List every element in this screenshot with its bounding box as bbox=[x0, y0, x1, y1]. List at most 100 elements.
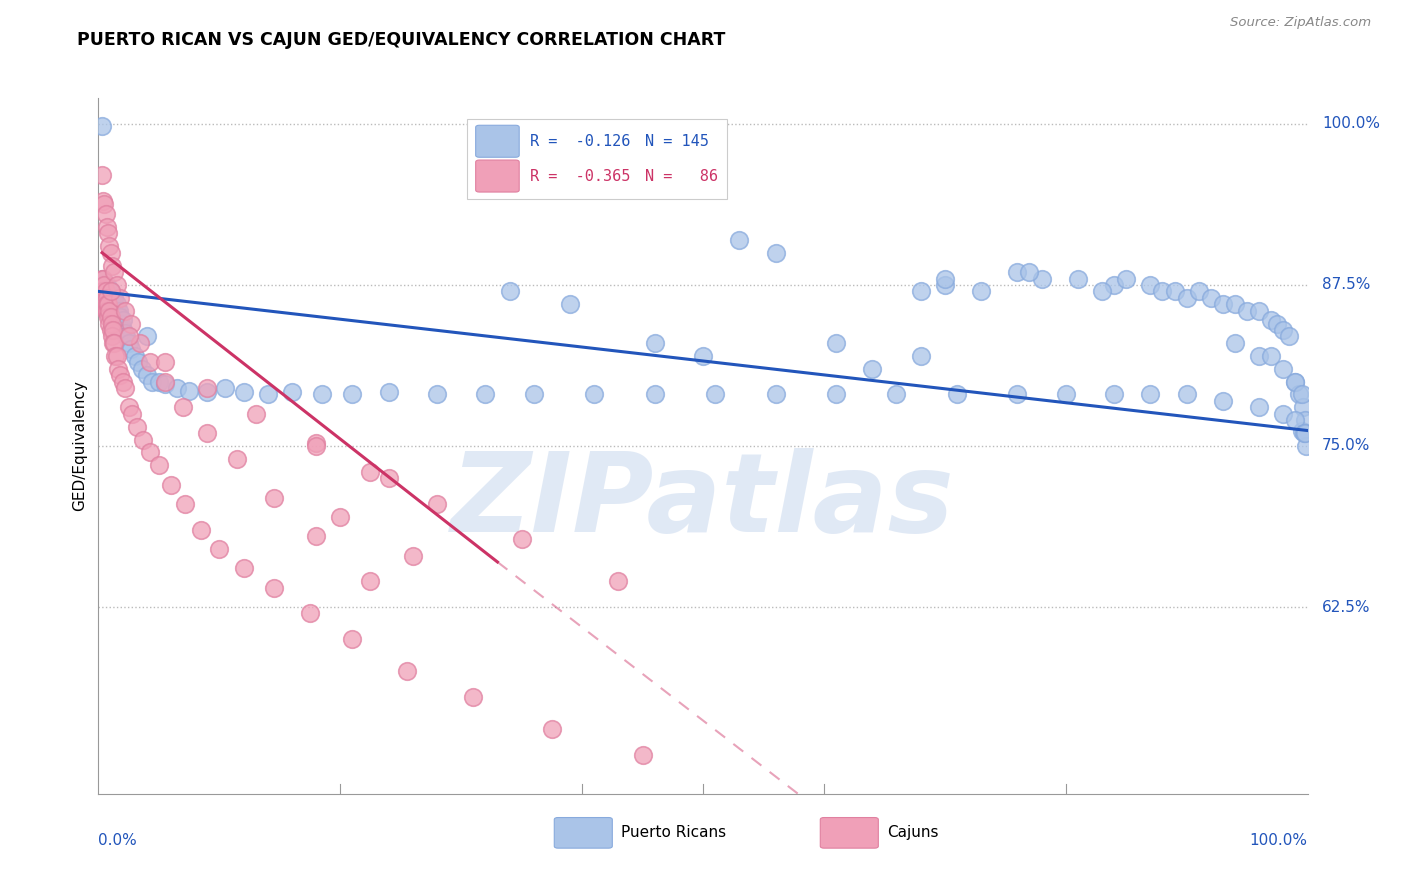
Point bbox=[305, 529, 328, 543]
Point bbox=[94, 285, 117, 299]
Point bbox=[498, 285, 520, 299]
Point bbox=[402, 549, 425, 563]
Point bbox=[692, 349, 714, 363]
Point bbox=[101, 297, 124, 311]
Text: Cajuns: Cajuns bbox=[887, 825, 938, 840]
Point bbox=[558, 297, 581, 311]
Point bbox=[105, 349, 128, 363]
Point bbox=[100, 285, 122, 299]
Point bbox=[523, 387, 546, 401]
Point bbox=[946, 387, 969, 401]
Point bbox=[98, 239, 121, 253]
Point bbox=[94, 291, 117, 305]
Point bbox=[91, 285, 114, 299]
Point bbox=[1272, 361, 1295, 376]
Point bbox=[91, 291, 114, 305]
Point bbox=[100, 259, 122, 273]
Point bbox=[263, 491, 285, 505]
Point bbox=[1007, 265, 1029, 279]
Point bbox=[114, 381, 136, 395]
Point bbox=[97, 285, 120, 299]
Point bbox=[1260, 312, 1282, 326]
Text: 0.0%: 0.0% bbox=[98, 832, 138, 847]
Point bbox=[1152, 285, 1174, 299]
Text: PUERTO RICAN VS CAJUN GED/EQUIVALENCY CORRELATION CHART: PUERTO RICAN VS CAJUN GED/EQUIVALENCY CO… bbox=[77, 31, 725, 49]
Point bbox=[91, 297, 114, 311]
Point bbox=[1212, 393, 1234, 408]
Point bbox=[342, 632, 364, 647]
Point bbox=[108, 291, 131, 305]
Point bbox=[1175, 387, 1198, 401]
Point bbox=[360, 465, 382, 479]
Point bbox=[1294, 426, 1316, 441]
Point bbox=[214, 381, 236, 395]
Point bbox=[100, 329, 122, 343]
Point bbox=[132, 433, 155, 447]
Point bbox=[91, 285, 114, 299]
Point bbox=[226, 451, 249, 466]
Point bbox=[1288, 387, 1310, 401]
Point bbox=[1260, 349, 1282, 363]
Point bbox=[540, 723, 562, 737]
Point bbox=[118, 401, 141, 415]
Point bbox=[825, 335, 848, 350]
Point bbox=[111, 323, 134, 337]
Point bbox=[94, 277, 117, 292]
Point bbox=[825, 387, 848, 401]
Point bbox=[91, 194, 114, 209]
Point bbox=[100, 297, 122, 311]
Point bbox=[426, 497, 449, 511]
Point bbox=[101, 323, 124, 337]
Text: 62.5%: 62.5% bbox=[1322, 599, 1371, 615]
Point bbox=[131, 361, 153, 376]
Point bbox=[98, 297, 121, 311]
Point bbox=[93, 277, 115, 292]
Point bbox=[120, 343, 142, 357]
Point bbox=[97, 227, 120, 241]
Point bbox=[305, 436, 328, 450]
Point bbox=[97, 297, 120, 311]
Text: N =   86: N = 86 bbox=[645, 169, 718, 184]
Point bbox=[910, 285, 932, 299]
Point bbox=[342, 387, 364, 401]
Point bbox=[93, 285, 115, 299]
Point bbox=[1175, 291, 1198, 305]
Point bbox=[98, 285, 121, 299]
Point bbox=[1291, 424, 1313, 438]
Point bbox=[105, 297, 128, 311]
Point bbox=[377, 471, 399, 485]
Point bbox=[97, 297, 120, 311]
Point bbox=[1007, 387, 1029, 401]
Point bbox=[91, 271, 114, 285]
Point bbox=[110, 317, 132, 331]
Point bbox=[96, 277, 118, 292]
Point bbox=[1284, 375, 1306, 389]
Point bbox=[135, 329, 157, 343]
Point bbox=[100, 303, 122, 318]
Point bbox=[100, 310, 122, 325]
Point bbox=[1212, 297, 1234, 311]
Y-axis label: GED/Equivalency: GED/Equivalency bbox=[72, 381, 87, 511]
Point bbox=[195, 381, 218, 395]
Point bbox=[765, 245, 787, 260]
Text: R =  -0.126: R = -0.126 bbox=[530, 134, 630, 149]
Point bbox=[704, 387, 727, 401]
Point bbox=[1249, 401, 1271, 415]
FancyBboxPatch shape bbox=[554, 818, 613, 848]
Point bbox=[103, 335, 125, 350]
Point bbox=[148, 375, 170, 389]
Point bbox=[127, 419, 149, 434]
Point bbox=[100, 303, 122, 318]
Point bbox=[232, 384, 254, 399]
Point bbox=[114, 303, 136, 318]
Point bbox=[93, 196, 115, 211]
Point bbox=[153, 377, 176, 392]
Point bbox=[93, 277, 115, 292]
Point bbox=[100, 285, 122, 299]
Point bbox=[1272, 407, 1295, 421]
Point bbox=[728, 233, 751, 247]
Text: 87.5%: 87.5% bbox=[1322, 277, 1371, 293]
Point bbox=[104, 349, 127, 363]
Point bbox=[101, 335, 124, 350]
Point bbox=[1295, 439, 1317, 453]
